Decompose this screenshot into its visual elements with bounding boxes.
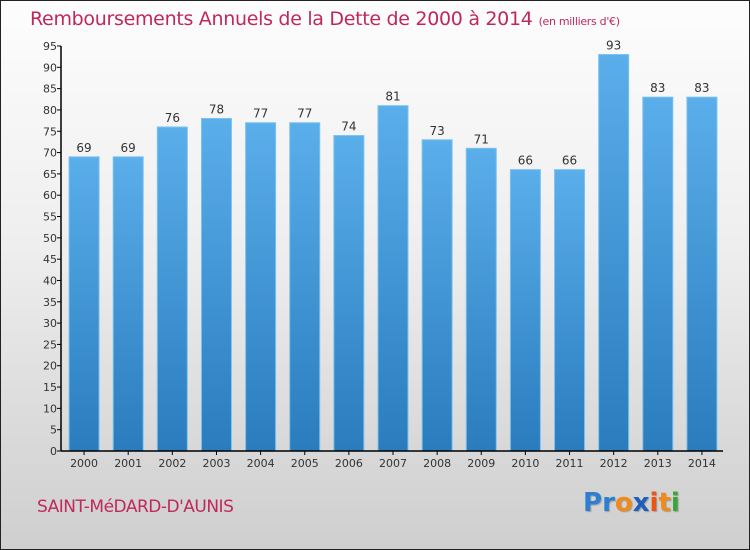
y-tick-label-40: 40 (43, 274, 57, 287)
data-label-2003: 78 (209, 102, 224, 116)
bar-2011 (554, 169, 586, 452)
x-tick-label-2003: 2003 (202, 457, 230, 470)
y-tick-label-80: 80 (43, 104, 57, 117)
data-label-2001: 69 (121, 141, 136, 155)
y-tick-label-55: 55 (43, 211, 57, 224)
bar-2010 (509, 169, 541, 452)
data-label-2009: 71 (474, 132, 489, 146)
y-tick-label-30: 30 (43, 317, 57, 330)
x-tick-label-2002: 2002 (158, 457, 186, 470)
bar-2001 (112, 156, 144, 452)
y-tick-label-95: 95 (43, 40, 57, 53)
x-axis: 2000 2001 2002 2003 2004 2005 2006 2007 2008 2009… (61, 450, 723, 470)
bar-2005 (289, 122, 321, 452)
y-tick-label-0: 0 (50, 445, 57, 458)
unit-label: (en milliers d'€) (538, 15, 620, 28)
logo-letter: P (583, 488, 603, 518)
bar-2014 (686, 96, 718, 452)
y-tick-label-15: 15 (43, 381, 57, 394)
x-tick-label-2012: 2012 (600, 457, 628, 470)
logo-letter: x (632, 488, 650, 518)
bar-chart: 69 69 76 78 77 77 74 81 73 71 66 66 93 83 83 0 5 10 15 20 2… (43, 39, 723, 470)
logo-letter: t (658, 488, 671, 518)
y-tick-label-25: 25 (43, 338, 57, 351)
x-tick-label-2013: 2013 (644, 457, 672, 470)
city-name: SAINT-MéDARD-D'AUNIS (37, 497, 234, 517)
data-label-2005: 77 (297, 107, 312, 121)
bar-2008 (421, 139, 453, 452)
data-label-2006: 74 (341, 120, 356, 134)
x-tick-label-2000: 2000 (70, 457, 98, 470)
x-tick-label-2010: 2010 (511, 457, 539, 470)
data-label-2002: 76 (165, 111, 180, 125)
data-labels-group: 69 69 76 78 77 77 74 81 73 71 66 66 93 83 83 (76, 39, 709, 168)
logo-letter: i (649, 488, 659, 518)
bar-2003 (200, 117, 232, 452)
data-label-2012: 93 (606, 39, 621, 53)
x-tick-label-2001: 2001 (114, 457, 142, 470)
data-label-2010: 66 (518, 154, 533, 168)
data-label-2004: 77 (253, 107, 268, 121)
y-tick-label-5: 5 (50, 424, 57, 437)
bar-2000 (68, 156, 100, 452)
data-label-2007: 81 (385, 90, 400, 104)
y-axis: 0 5 10 15 20 25 30 35 40 45 50 55 60 65 70 75 80 85 90 95 (43, 40, 62, 458)
data-label-2014: 83 (694, 81, 709, 95)
x-tick-label-2011: 2011 (556, 457, 584, 470)
bar-2012 (598, 54, 630, 452)
proxiti-logo[interactable]: Proxiti (583, 488, 680, 518)
chart-title: Remboursements Annuels de la Dette de 20… (30, 8, 620, 30)
title-text: Remboursements Annuels de la Dette de 20… (30, 8, 533, 30)
y-tick-label-75: 75 (43, 125, 57, 138)
x-tick-label-2014: 2014 (688, 457, 716, 470)
bar-2013 (642, 96, 674, 452)
y-tick-label-70: 70 (43, 147, 57, 160)
data-label-2011: 66 (562, 154, 577, 168)
x-tick-label-2008: 2008 (423, 457, 451, 470)
y-tick-label-45: 45 (43, 253, 57, 266)
bar-2009 (465, 147, 497, 452)
x-tick-label-2004: 2004 (247, 457, 275, 470)
logo-letter: r (602, 488, 615, 518)
y-tick-label-85: 85 (43, 83, 57, 96)
y-tick-label-90: 90 (43, 61, 57, 74)
x-tick-label-2007: 2007 (379, 457, 407, 470)
bar-2006 (333, 135, 365, 452)
y-tick-label-60: 60 (43, 189, 57, 202)
logo-letter: i (670, 488, 680, 518)
y-tick-label-65: 65 (43, 168, 57, 181)
y-tick-label-50: 50 (43, 232, 57, 245)
bars-group (68, 54, 718, 452)
bar-2007 (377, 105, 409, 452)
logo-letter: o (614, 488, 633, 518)
x-tick-label-2009: 2009 (467, 457, 495, 470)
x-tick-label-2005: 2005 (291, 457, 319, 470)
bar-2004 (245, 122, 277, 452)
y-tick-label-35: 35 (43, 296, 57, 309)
data-label-2008: 73 (429, 124, 444, 138)
bar-2002 (156, 126, 188, 452)
data-label-2013: 83 (650, 81, 665, 95)
y-tick-label-10: 10 (43, 402, 57, 415)
x-tick-label-2006: 2006 (335, 457, 363, 470)
y-tick-label-20: 20 (43, 360, 57, 373)
data-label-2000: 69 (76, 141, 91, 155)
